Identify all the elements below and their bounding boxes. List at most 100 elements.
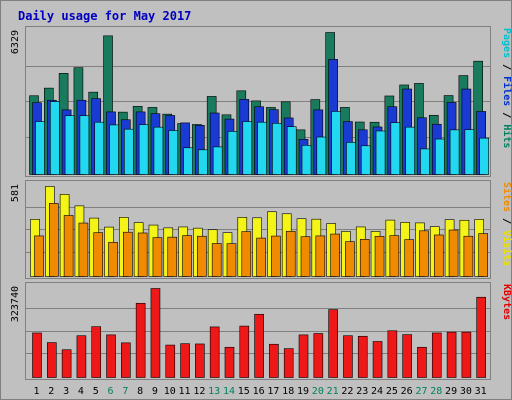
bar-pages-day-28 [434,138,445,175]
bar-pages-day-3 [64,115,75,175]
bar-sites-day-1 [34,235,44,277]
bar-sites-day-24 [374,236,385,277]
legend-item: KBytes [501,284,512,320]
legend-bottom: KBytes [501,284,512,320]
bar-sites-day-8 [137,232,148,277]
panel-top: 6329 Pages / Files / Hits [10,26,512,177]
x-tick-label: 16 [253,386,265,397]
y-max-label-top: 6329 [10,30,21,54]
legend-item: Sites [501,182,512,212]
bar-kbytes-day-23 [357,335,368,378]
bar-sites-day-23 [359,239,370,277]
bar-pages-day-23 [360,145,371,175]
bar-kbytes-day-8 [135,302,146,378]
x-tick-label: 13 [208,386,220,397]
bar-pages-day-2 [50,101,60,175]
bar-sites-day-21 [330,233,340,277]
bar-kbytes-day-18 [283,348,294,378]
x-tick-label: 28 [430,386,442,397]
bar-pages-day-27 [420,148,430,175]
y-max-label-bottom: 323740 [10,286,21,322]
x-axis-day-labels: 1 2 3 4 5 6 7 8 9 10 11 12 13 14 15 16 17 18 19 20 21 22 23 24 2… [33,386,486,397]
bar-sites-day-2 [49,203,59,277]
bar-sites-day-4 [78,222,89,277]
bar-pages-day-6 [109,124,119,175]
bar-pages-day-19 [301,145,312,175]
bar-kbytes-day-12 [195,343,205,378]
bar-sites-day-9 [152,237,163,277]
chart-title: Daily usage for May 2017 [18,9,191,23]
bar-sites-day-13 [211,243,222,277]
x-tick-label: 7 [122,386,128,397]
bar-sites-day-20 [315,235,326,277]
bar-kbytes-day-10 [165,344,176,378]
x-tick-label: 23 [356,386,368,397]
x-tick-label: 24 [371,386,383,397]
bar-sites-day-19 [300,236,311,277]
legend-item: Hits [501,118,512,148]
x-tick-label: 31 [475,386,487,397]
bar-sites-day-18 [285,230,296,277]
bar-sites-day-7 [123,231,133,277]
bar-kbytes-day-22 [343,335,353,378]
panel-middle: 581 Sites / Visits [10,180,512,279]
bar-sites-day-17 [271,235,281,277]
bar-kbytes-day-13 [209,326,220,378]
bar-sites-day-5 [93,232,104,277]
bar-sites-day-11 [182,235,192,277]
bar-pages-day-20 [316,136,327,175]
bar-sites-day-16 [256,237,266,277]
legend-item: / [501,106,512,118]
bar-kbytes-day-2 [47,342,57,378]
bar-sites-day-15 [241,231,252,277]
bar-sites-day-26 [404,239,414,277]
x-tick-label: 10 [164,386,176,397]
x-tick-label: 3 [63,386,69,397]
x-tick-label: 14 [223,386,235,397]
bar-pages-day-8 [138,124,149,175]
chart-panels: 6329 Pages / Files / Hits 581 Sites / Visit… [10,26,512,380]
bar-pages-day-11 [183,147,193,175]
bar-pages-day-31 [479,137,489,175]
bar-pages-day-15 [242,121,253,175]
bar-pages-day-16 [257,121,267,175]
x-tick-label: 8 [137,386,143,397]
bar-kbytes-day-30 [461,331,472,378]
bar-kbytes-day-27 [417,346,427,378]
x-tick-label: 20 [312,386,324,397]
bar-pages-day-4 [79,115,90,175]
bar-pages-day-18 [286,126,297,175]
bar-kbytes-day-29 [446,331,457,378]
x-tick-label: 29 [445,386,457,397]
bar-kbytes-day-4 [76,335,87,378]
bar-kbytes-day-14 [224,346,235,378]
x-tick-label: 1 [33,386,39,397]
bar-pages-day-22 [346,142,356,175]
bar-pages-day-1 [35,121,45,175]
bar-pages-day-21 [331,111,341,175]
legend-top: Pages / Files / Hits [501,28,512,148]
bar-sites-day-30 [463,235,474,277]
x-tick-label: 26 [401,386,413,397]
bar-sites-day-22 [345,241,355,277]
x-tick-label: 4 [78,386,84,397]
x-tick-label: 2 [48,386,54,397]
x-tick-label: 6 [108,386,114,397]
x-tick-label: 18 [282,386,294,397]
bar-pages-day-9 [153,126,164,175]
bar-sites-day-28 [433,234,444,277]
bar-kbytes-day-1 [32,332,42,378]
bar-kbytes-day-31 [476,296,486,378]
legend-item: / [501,212,512,224]
x-tick-label: 21 [327,386,339,397]
legend-item: Files [501,70,512,106]
series-sites [34,203,488,277]
bar-pages-day-25 [390,122,401,175]
bar-kbytes-day-11 [180,343,190,378]
bar-pages-day-10 [168,130,179,175]
bar-pages-day-17 [272,123,282,175]
legend-item: / [501,58,512,70]
bar-pages-day-12 [198,149,208,175]
bar-pages-day-14 [227,131,238,175]
bar-sites-day-14 [226,243,237,277]
